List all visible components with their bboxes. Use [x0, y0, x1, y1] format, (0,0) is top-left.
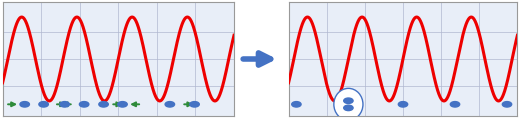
- Ellipse shape: [502, 102, 512, 107]
- Ellipse shape: [334, 88, 363, 118]
- Ellipse shape: [20, 102, 30, 107]
- Ellipse shape: [450, 102, 460, 107]
- Ellipse shape: [292, 102, 301, 107]
- Ellipse shape: [398, 102, 408, 107]
- Ellipse shape: [39, 102, 48, 107]
- Ellipse shape: [80, 102, 89, 107]
- Ellipse shape: [344, 105, 353, 111]
- Ellipse shape: [344, 98, 353, 103]
- Ellipse shape: [190, 102, 199, 107]
- Ellipse shape: [118, 102, 127, 107]
- Ellipse shape: [165, 102, 175, 107]
- Ellipse shape: [60, 102, 69, 107]
- Ellipse shape: [99, 102, 108, 107]
